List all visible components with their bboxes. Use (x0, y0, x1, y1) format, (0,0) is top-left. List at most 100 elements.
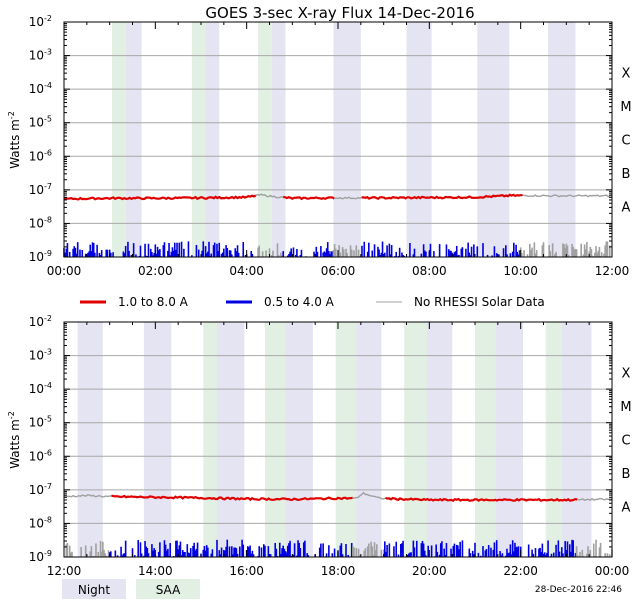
shading-legend: Night SAA (62, 579, 200, 599)
flare-class-c: C (621, 134, 630, 149)
night-band (333, 22, 361, 257)
y-tick-label: 10-8 (29, 515, 52, 530)
x-tick-label: 02:00 (138, 264, 173, 278)
night-band (285, 322, 313, 557)
x-tick-label: 08:00 (412, 264, 447, 278)
legend-label-long: 1.0 to 8.0 A (118, 295, 189, 309)
top-plot-panel: 10-2 10-3 10-4 10-5 10-6 10-7 10-8 10-9 00:00 02… (7, 14, 632, 278)
y-tick-label: 10-3 (29, 348, 52, 363)
flare-class-m: M (620, 400, 631, 415)
bottom-shading-layer (77, 322, 592, 557)
saa-swatch (136, 579, 200, 599)
bottom-plot-panel: 10-2 10-3 10-4 10-5 10-6 10-7 10-8 10-9 12:00 14… (7, 314, 632, 578)
bottom-gridlines (64, 355, 612, 524)
long-channel-line (111, 494, 353, 502)
long-channel-line (283, 195, 335, 201)
saa-legend-label: SAA (156, 583, 181, 597)
y-tick-label: 10-2 (29, 314, 52, 329)
x-tick-label: 12:00 (47, 564, 82, 578)
night-band (477, 22, 510, 257)
legend-label-no-data: No RHESSI Solar Data (414, 295, 545, 309)
saa-band (191, 22, 206, 257)
top-y-axis-label: Watts m-2 (7, 111, 22, 169)
saa-band (545, 322, 562, 557)
chart-title: GOES 3-sec X-ray Flux 14-Dec-2016 (205, 4, 474, 22)
night-band (125, 22, 142, 257)
long-channel-no-data-line (255, 193, 284, 199)
top-flare-class-labels: X M C B A (620, 66, 631, 215)
bottom-x-axis: 12:00 14:00 16:00 18:00 20:00 22:00 00:00 (47, 322, 630, 578)
y-tick-label: 10-4 (29, 81, 52, 96)
top-gridlines (64, 55, 612, 224)
saa-band (264, 322, 286, 557)
saa-band (258, 22, 272, 257)
top-y-axis: 10-2 10-3 10-4 10-5 10-6 10-7 10-8 10-9 (29, 14, 612, 264)
bottom-flare-class-labels: X M C B A (620, 366, 631, 515)
bottom-y-axis-label: Watts m-2 (7, 411, 22, 469)
top-x-axis: 00:00 02:00 04:00 06:00 08:00 10:00 12:00 (47, 22, 630, 278)
night-swatch (62, 579, 126, 599)
night-band (427, 322, 453, 557)
flare-class-a: A (622, 501, 631, 516)
night-band (271, 22, 286, 257)
night-band (495, 322, 523, 557)
series-legend: 1.0 to 8.0 A 0.5 to 4.0 A No RHESSI Sola… (80, 295, 545, 309)
bottom-y-axis: 10-2 10-3 10-4 10-5 10-6 10-7 10-8 10-9 (29, 314, 612, 564)
saa-band (335, 322, 357, 557)
y-tick-label: 10-2 (29, 14, 52, 29)
night-band (77, 322, 103, 557)
night-legend-label: Night (78, 583, 111, 597)
long-channel-no-data-line (352, 491, 386, 500)
night-band (143, 322, 172, 557)
flare-class-c: C (621, 434, 630, 449)
night-band (548, 22, 576, 257)
x-tick-label: 16:00 (229, 564, 264, 578)
long-channel-no-data-line (63, 494, 112, 498)
x-tick-label: 20:00 (412, 564, 447, 578)
long-channel-no-data-line (334, 196, 363, 200)
x-tick-label: 00:00 (595, 564, 630, 578)
y-tick-label: 10-7 (29, 482, 52, 497)
y-tick-label: 10-5 (29, 115, 52, 130)
flare-class-x: X (622, 66, 631, 81)
y-tick-label: 10-8 (29, 215, 52, 230)
y-tick-label: 10-3 (29, 48, 52, 63)
flare-class-b: B (622, 467, 631, 482)
x-tick-label: 04:00 (229, 264, 264, 278)
long-channel-line (385, 496, 578, 502)
x-tick-label: 12:00 (595, 264, 630, 278)
flare-class-m: M (620, 100, 631, 115)
flare-class-x: X (622, 366, 631, 381)
night-band (561, 322, 592, 557)
long-channel-no-data-line (522, 194, 613, 198)
saa-band (475, 322, 496, 557)
y-tick-label: 10-9 (29, 249, 52, 264)
legend-label-short: 0.5 to 4.0 A (264, 295, 335, 309)
top-shading-layer (111, 22, 576, 257)
x-tick-label: 18:00 (321, 564, 356, 578)
y-tick-label: 10-9 (29, 549, 52, 564)
saa-band (203, 322, 217, 557)
flare-class-b: B (622, 167, 631, 182)
x-tick-label: 00:00 (47, 264, 82, 278)
y-tick-label: 10-4 (29, 381, 52, 396)
y-tick-label: 10-6 (29, 148, 52, 163)
y-tick-label: 10-6 (29, 448, 52, 463)
x-tick-label: 14:00 (138, 564, 173, 578)
long-channel-line (361, 193, 523, 200)
y-tick-label: 10-5 (29, 415, 52, 430)
x-tick-label: 22:00 (503, 564, 538, 578)
long-channel-line (63, 194, 257, 201)
x-tick-label: 10:00 (503, 264, 538, 278)
saa-band (404, 322, 428, 557)
x-tick-label: 06:00 (321, 264, 356, 278)
y-tick-label: 10-7 (29, 182, 52, 197)
night-band (216, 322, 245, 557)
night-band (205, 22, 220, 257)
night-band (356, 322, 382, 557)
saa-band (111, 22, 126, 257)
flare-class-a: A (622, 201, 631, 216)
night-band (406, 22, 432, 257)
generated-timestamp: 28-Dec-2016 22:46 (535, 585, 622, 595)
